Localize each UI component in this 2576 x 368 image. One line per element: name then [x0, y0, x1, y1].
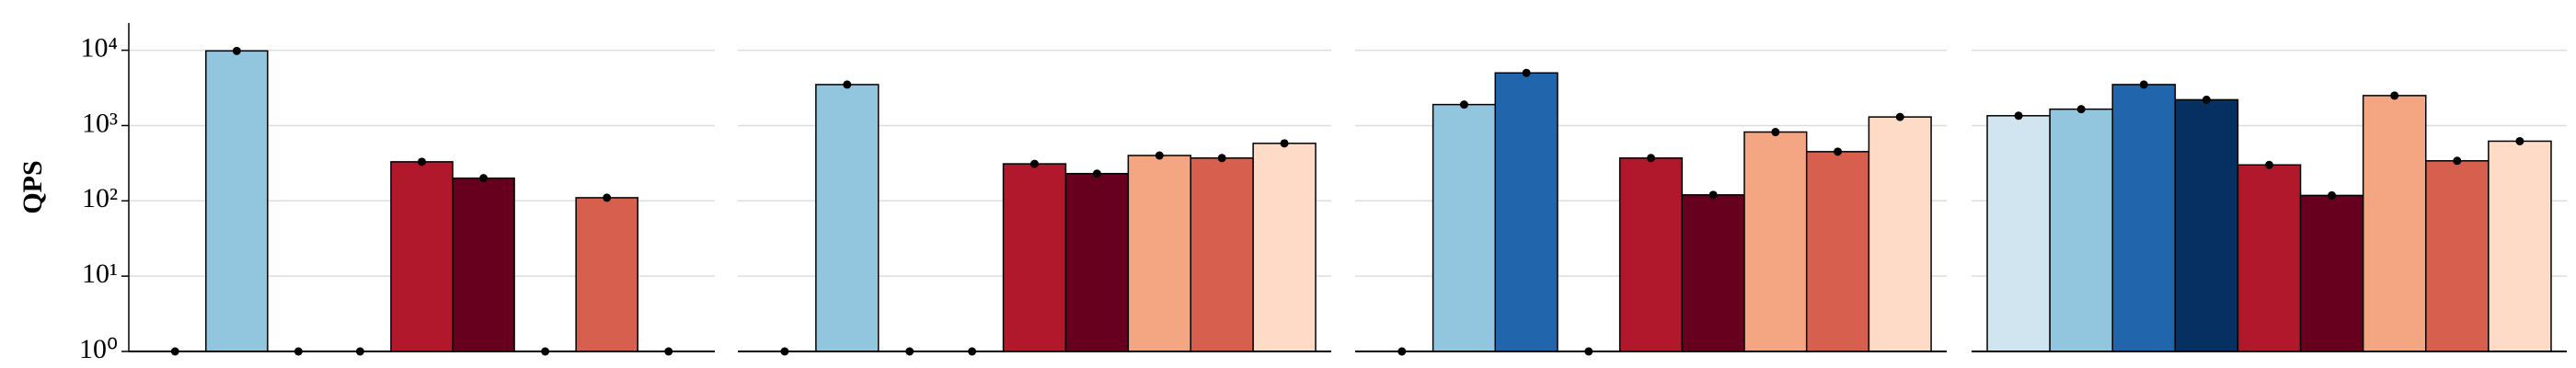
bar — [1743, 131, 1808, 352]
mean-marker — [1834, 147, 1843, 156]
mean-marker — [2076, 105, 2086, 114]
y-tick-label: 10¹ — [82, 259, 118, 289]
mean-marker — [2014, 111, 2023, 121]
bar — [815, 84, 880, 352]
bar — [390, 161, 454, 352]
bar — [1190, 157, 1254, 352]
bar — [575, 197, 638, 352]
mean-marker — [2390, 91, 2399, 100]
y-tick-label: 10³ — [82, 108, 118, 138]
bar — [2174, 98, 2239, 352]
y-tick-label: 10⁰ — [79, 334, 118, 364]
bar — [1002, 163, 1067, 352]
mean-marker — [1708, 190, 1718, 200]
mean-marker — [1522, 68, 1531, 77]
bar — [2299, 194, 2364, 352]
mean-marker — [1459, 100, 1468, 109]
mean-marker — [2265, 160, 2273, 169]
mean-marker — [1155, 151, 1164, 160]
bar — [1064, 172, 1130, 352]
bar — [205, 50, 269, 352]
bar — [2425, 160, 2490, 352]
bar — [2237, 164, 2302, 352]
bar — [1127, 155, 1191, 352]
mean-marker — [418, 157, 426, 167]
bar — [2111, 84, 2177, 352]
bar — [1494, 72, 1558, 352]
mean-marker — [1895, 112, 1904, 121]
mean-marker — [1092, 169, 1101, 178]
mean-marker — [1771, 128, 1780, 137]
mean-marker — [1280, 139, 1289, 148]
mean-marker — [2139, 80, 2148, 89]
mean-marker — [232, 46, 241, 55]
mean-marker — [479, 174, 489, 183]
bar — [2488, 140, 2552, 352]
bar — [2049, 108, 2113, 352]
bar — [1986, 115, 2051, 352]
bar — [1681, 194, 1745, 352]
y-axis-label: QPS — [17, 160, 48, 213]
y-tick-label: 10² — [82, 183, 118, 213]
mean-marker — [843, 80, 852, 89]
bar — [1252, 143, 1317, 352]
bar — [1432, 103, 1497, 352]
mean-marker — [603, 193, 612, 202]
mean-marker — [1647, 154, 1655, 163]
mean-marker — [2202, 95, 2211, 104]
mean-marker — [2515, 136, 2524, 145]
bar — [1618, 157, 1684, 352]
mean-marker — [2328, 190, 2337, 200]
y-tick-label: 10⁴ — [81, 32, 118, 63]
bar — [2362, 95, 2427, 352]
bar — [1868, 116, 1932, 352]
mean-marker — [1030, 159, 1039, 168]
bar — [1805, 151, 1870, 352]
mean-marker — [1217, 154, 1226, 163]
mean-marker — [2453, 156, 2462, 166]
bar — [452, 177, 515, 352]
